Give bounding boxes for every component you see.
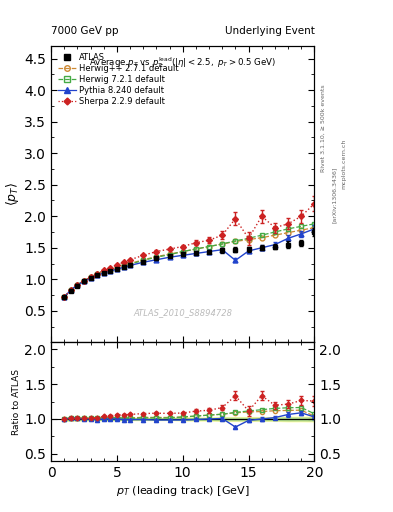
Text: ATLAS_2010_S8894728: ATLAS_2010_S8894728 <box>133 308 232 317</box>
Y-axis label: Ratio to ATLAS: Ratio to ATLAS <box>13 369 22 435</box>
Text: mcplots.cern.ch: mcplots.cern.ch <box>341 139 346 189</box>
Text: Underlying Event: Underlying Event <box>224 26 314 36</box>
Text: Average $p_T$ vs $p_T^{\rm lead}(|\eta| < 2.5,\ p_T > 0.5$ GeV): Average $p_T$ vs $p_T^{\rm lead}(|\eta| … <box>89 55 276 70</box>
Y-axis label: $\langle p_T \rangle$: $\langle p_T \rangle$ <box>4 182 22 206</box>
Text: [arXiv:1306.3436]: [arXiv:1306.3436] <box>332 166 337 223</box>
Text: Rivet 3.1.10, ≥ 500k events: Rivet 3.1.10, ≥ 500k events <box>320 84 325 172</box>
X-axis label: $p_T$ (leading track) [GeV]: $p_T$ (leading track) [GeV] <box>116 484 250 498</box>
Text: 7000 GeV pp: 7000 GeV pp <box>51 26 119 36</box>
Legend: ATLAS, Herwig++ 2.7.1 default, Herwig 7.2.1 default, Pythia 8.240 default, Sherp: ATLAS, Herwig++ 2.7.1 default, Herwig 7.… <box>55 50 182 109</box>
